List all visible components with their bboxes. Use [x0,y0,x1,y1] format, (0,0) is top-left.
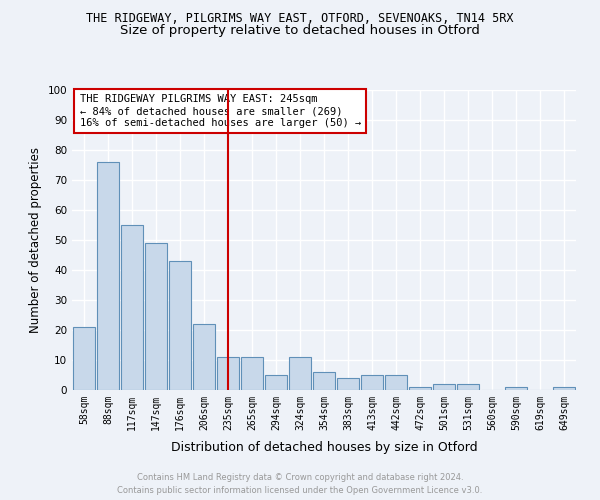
Bar [145,243,167,390]
Bar [217,357,239,390]
Bar [289,357,311,390]
Text: Size of property relative to detached houses in Otford: Size of property relative to detached ho… [120,24,480,37]
Text: Distribution of detached houses by size in Otford: Distribution of detached houses by size … [170,441,478,454]
Bar [193,324,215,390]
Text: Contains HM Land Registry data © Crown copyright and database right 2024.
Contai: Contains HM Land Registry data © Crown c… [118,474,482,495]
Text: THE RIDGEWAY PILGRIMS WAY EAST: 245sqm
← 84% of detached houses are smaller (269: THE RIDGEWAY PILGRIMS WAY EAST: 245sqm ←… [80,94,361,128]
Bar [241,357,263,390]
Bar [505,387,527,390]
Y-axis label: Number of detached properties: Number of detached properties [29,147,42,333]
Bar [409,387,431,390]
Bar [73,327,95,390]
Bar [121,225,143,390]
Bar [433,384,455,390]
Bar [457,384,479,390]
Bar [169,261,191,390]
Bar [97,162,119,390]
Bar [337,378,359,390]
Bar [385,375,407,390]
Bar [553,387,575,390]
Bar [313,372,335,390]
Bar [361,375,383,390]
Bar [265,375,287,390]
Text: THE RIDGEWAY, PILGRIMS WAY EAST, OTFORD, SEVENOAKS, TN14 5RX: THE RIDGEWAY, PILGRIMS WAY EAST, OTFORD,… [86,12,514,26]
